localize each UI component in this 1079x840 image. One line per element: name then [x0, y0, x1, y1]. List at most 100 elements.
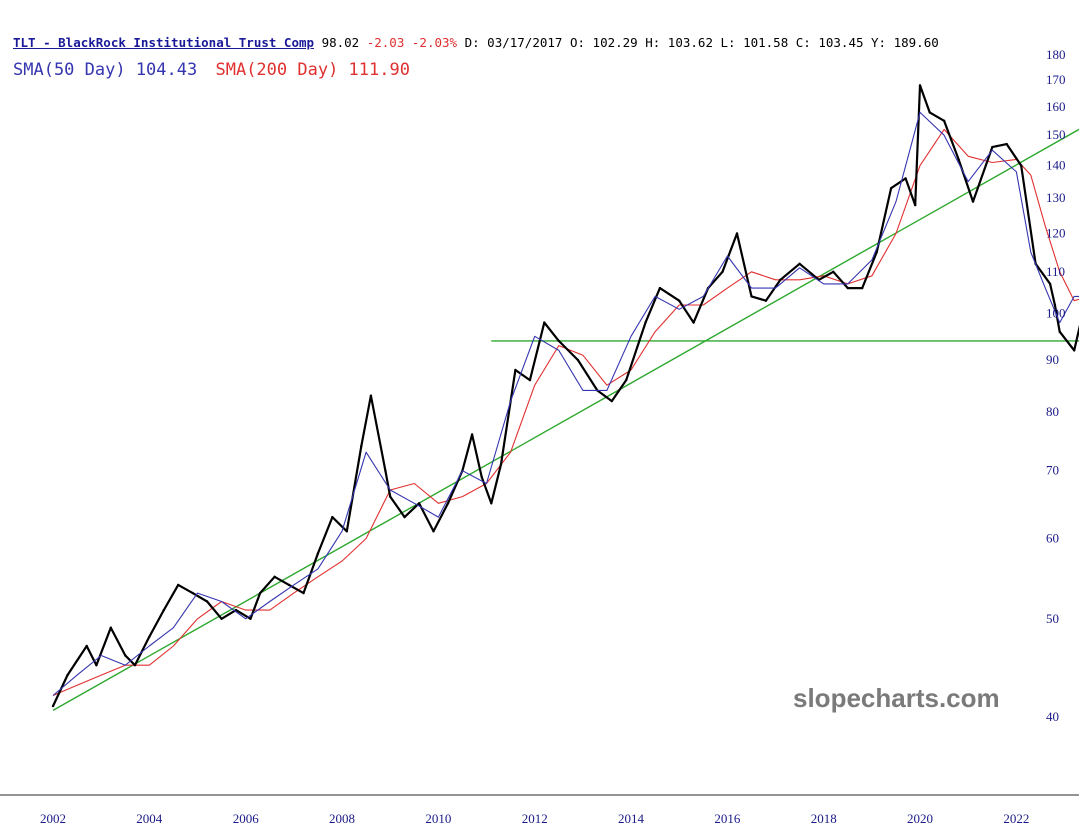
price-point — [446, 502, 450, 505]
price-point — [191, 591, 194, 595]
price-point — [1053, 303, 1057, 307]
price-point — [316, 552, 320, 555]
price-point — [287, 583, 291, 587]
price-point — [177, 583, 180, 587]
quote-date: D: 03/17/2017 — [464, 35, 563, 50]
price-point — [914, 203, 917, 207]
price-point — [904, 177, 907, 180]
price-point — [95, 664, 98, 667]
price-point — [846, 286, 849, 290]
price-point — [51, 704, 55, 708]
price-point — [258, 591, 262, 595]
y-axis-ticks: 40 50 60 70 80 90 100 110 120 130 140 150 160 170 180 — [1046, 47, 1066, 724]
low-value: L: 101.58 — [720, 35, 789, 50]
x-tick-label: 2002 — [40, 811, 66, 826]
price-point — [889, 187, 893, 190]
price-point — [750, 295, 753, 298]
y-tick-label: 160 — [1046, 99, 1066, 114]
price-point — [557, 339, 560, 343]
y-tick-label: 170 — [1046, 72, 1066, 87]
series-line-trendline_rising — [52, 128, 1079, 712]
x-tick-label: 2014 — [618, 811, 645, 826]
x-tick-label: 2016 — [714, 811, 741, 826]
price-point — [234, 608, 238, 612]
price-point — [644, 321, 647, 324]
price-point — [798, 262, 801, 265]
x-tick-label: 2006 — [233, 811, 260, 826]
price-point — [369, 394, 373, 397]
y-tick-label: 70 — [1046, 463, 1059, 478]
price-point — [480, 475, 483, 479]
x-tick-label: 2018 — [811, 811, 837, 826]
y-tick-label: 110 — [1046, 264, 1065, 279]
price-point — [417, 502, 421, 505]
y-tick-label: 150 — [1046, 127, 1066, 142]
quote-header: TLT - BlackRock Institutional Trust Comp… — [13, 35, 939, 50]
price-point — [991, 145, 994, 149]
price-point — [779, 278, 782, 281]
x-tick-label: 2020 — [907, 811, 933, 826]
price-change-pct: -2.03% — [411, 35, 458, 50]
price-point — [735, 232, 739, 235]
symbol-title-link[interactable]: TLT - BlackRock Institutional Trust Comp — [13, 35, 315, 50]
price-point — [1048, 282, 1052, 286]
price-point — [499, 463, 503, 466]
price-point — [162, 608, 165, 612]
y-tick-label: 120 — [1046, 226, 1066, 241]
price-point — [389, 495, 392, 498]
price-point — [205, 600, 209, 603]
y-tick-label: 80 — [1046, 404, 1059, 419]
price-point — [109, 626, 113, 629]
price-point — [133, 664, 137, 667]
sma200-legend-label: SMA(200 Day) 111.90 — [215, 60, 410, 80]
price-change: -2.03 — [366, 35, 405, 50]
price-point — [360, 445, 363, 448]
price-point — [875, 251, 878, 254]
price-point — [610, 399, 613, 403]
series-line-sma50 — [52, 111, 1079, 696]
price-point — [490, 502, 493, 505]
price-point — [1073, 349, 1076, 352]
price-point — [971, 200, 975, 203]
x-tick-label: 2012 — [522, 811, 548, 826]
sma50-legend-label: SMA(50 Day) 104.43 — [13, 60, 198, 80]
series-line-sma200 — [52, 128, 1079, 697]
price-point — [66, 673, 69, 677]
price-point — [543, 321, 546, 324]
x-tick-label: 2010 — [425, 811, 451, 826]
series-layer — [51, 84, 1079, 712]
price-point — [249, 617, 252, 620]
y-tick-label: 90 — [1046, 352, 1059, 367]
price-point — [678, 299, 681, 302]
price-point — [576, 358, 580, 362]
y-tick-label: 60 — [1046, 531, 1059, 546]
open-value: O: 102.29 — [569, 35, 638, 50]
y-tick-label: 50 — [1046, 611, 1059, 626]
y-tick-label: 100 — [1046, 306, 1066, 321]
y-value: Y: 189.60 — [871, 35, 939, 50]
price-point — [1005, 142, 1008, 146]
x-tick-label: 2022 — [1003, 811, 1029, 826]
price-point — [470, 433, 474, 436]
price-point — [220, 617, 223, 620]
price-point — [514, 368, 517, 372]
price-point — [345, 530, 348, 533]
y-tick-label: 180 — [1046, 47, 1066, 62]
x-axis-ticks: 2002 2004 2006 2008 2010 2012 2014 2016 2018 2020… — [40, 811, 1029, 826]
price-point — [1058, 330, 1061, 333]
price-point — [928, 111, 931, 114]
high-value: H: 103.62 — [645, 35, 713, 50]
price-point — [124, 654, 127, 657]
x-tick-label: 2008 — [329, 811, 355, 826]
close-value: C: 103.45 — [795, 35, 864, 50]
price-point — [957, 158, 960, 161]
last-price: 98.02 — [321, 35, 360, 50]
price-point — [302, 591, 305, 595]
price-point — [625, 378, 628, 382]
price-point — [658, 286, 662, 290]
price-point — [721, 270, 724, 273]
price-point — [273, 575, 276, 578]
price-point — [528, 378, 532, 382]
